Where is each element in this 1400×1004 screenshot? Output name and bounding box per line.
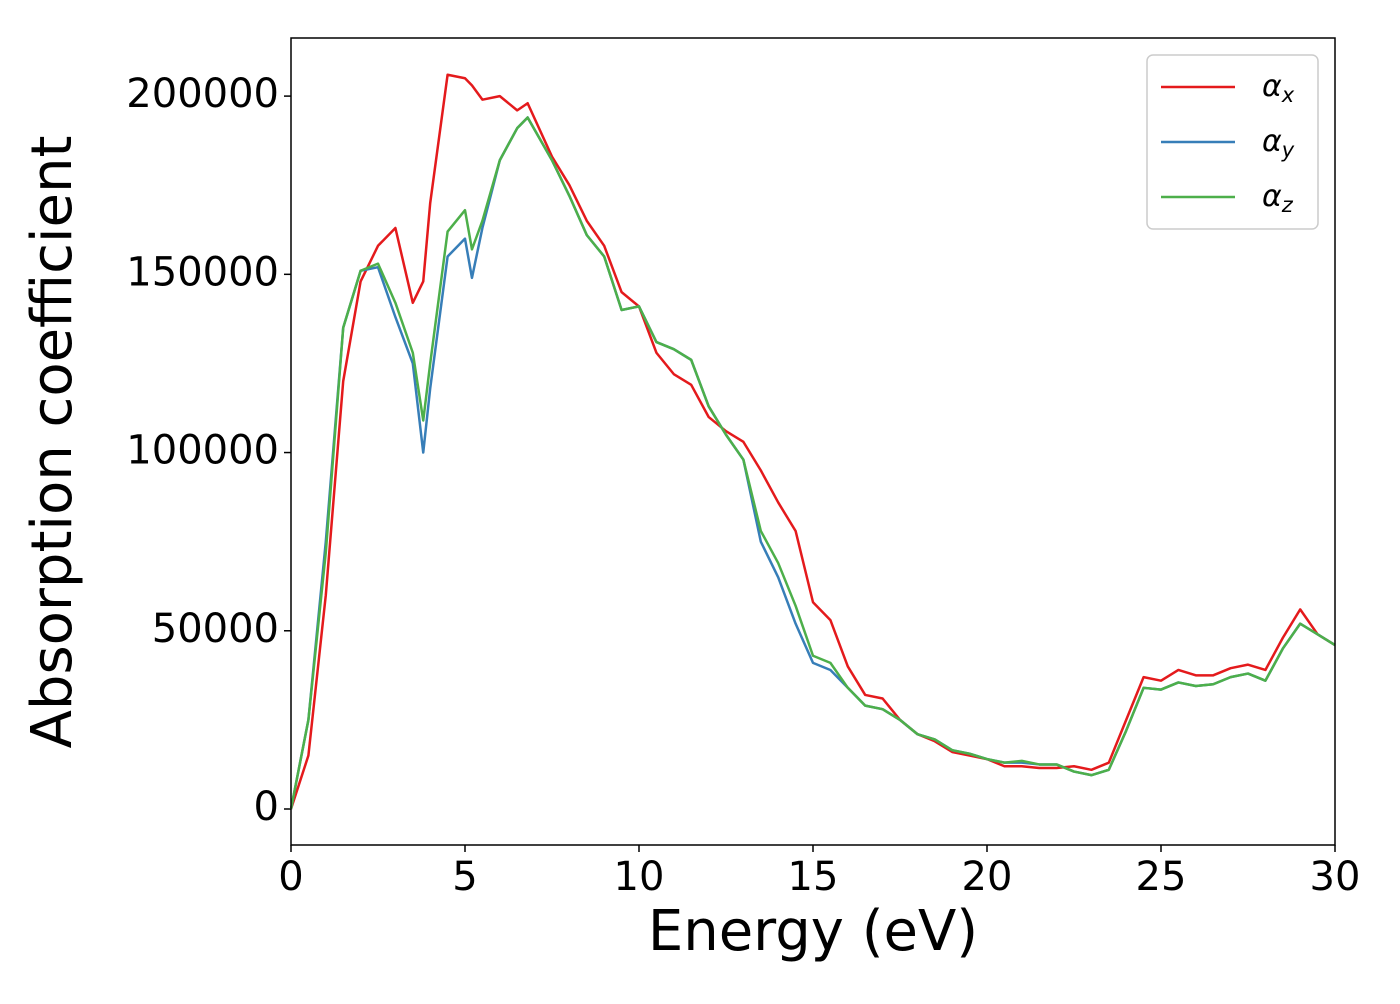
y-tick-label: 200000 — [126, 71, 279, 117]
x-tick-label: 5 — [452, 854, 477, 900]
y-tick-label: 150000 — [126, 249, 279, 295]
legend-label: αz — [1262, 179, 1294, 218]
y-tick-label: 50000 — [152, 606, 279, 652]
y-tick-label: 0 — [254, 784, 279, 830]
plot-frame — [290, 37, 1336, 846]
series-line — [289, 116, 1336, 810]
y-axis-label: Absorption coefficient — [20, 136, 85, 749]
x-tick-label: 0 — [278, 854, 303, 900]
x-tick-label: 30 — [1310, 854, 1361, 900]
legend-label: αy — [1262, 124, 1295, 163]
y-tick-label: 100000 — [126, 428, 279, 474]
x-axis-label: Energy (eV) — [648, 899, 978, 964]
x-tick-label: 25 — [1136, 854, 1187, 900]
series-line — [289, 73, 1336, 810]
legend-label: αx — [1262, 69, 1295, 108]
x-tick-label: 10 — [614, 854, 665, 900]
x-tick-label: 20 — [962, 854, 1013, 900]
x-tick-label: 15 — [788, 854, 839, 900]
